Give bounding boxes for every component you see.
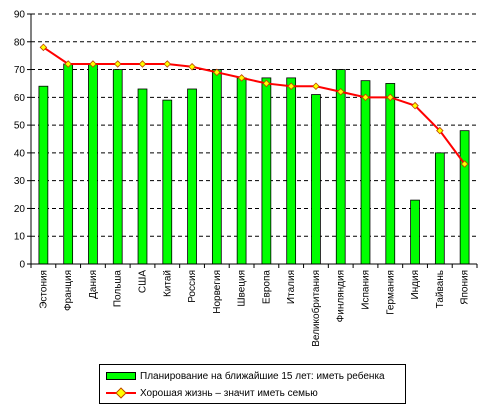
line-point (89, 60, 97, 68)
x-tick-label: Польша (113, 270, 124, 308)
legend-line-label: Хорошая жизнь – значит иметь семью (140, 387, 318, 399)
line-point (262, 79, 271, 88)
line-point (386, 93, 395, 102)
x-tick-label: Индия (410, 270, 421, 300)
bar (311, 94, 321, 265)
y-axis-ticks: 0 10 20 30 40 50 60 70 80 90 (14, 10, 31, 271)
x-tick-label: Германия (385, 270, 396, 315)
x-tick-label: Тайвань (435, 270, 446, 308)
line-point (237, 74, 246, 82)
bar (286, 77, 297, 265)
line-point (361, 93, 370, 102)
bar (112, 69, 123, 265)
x-tick-label: Европа (261, 270, 272, 305)
x-tick-label: Япония (460, 270, 471, 305)
y-tick-label: 30 (14, 176, 26, 187)
gridlines (31, 13, 477, 237)
line-point (188, 63, 196, 71)
bar (335, 69, 346, 265)
line-point (39, 43, 48, 52)
legend-item-bar: Планирование на ближайшие 15 лет: иметь … (106, 369, 385, 383)
legend: Планирование на ближайшие 15 лет: иметь … (99, 364, 406, 404)
line-point (287, 82, 295, 90)
bar-series (38, 63, 470, 265)
bar (410, 199, 420, 265)
bar (88, 63, 98, 265)
y-tick-label: 0 (19, 260, 25, 271)
y-tick-label: 80 (14, 37, 26, 48)
x-tick-label: Финляндия (336, 270, 347, 322)
bar (385, 83, 396, 265)
legend-item-line: Хорошая жизнь – значит иметь семью (106, 386, 318, 400)
bar (434, 152, 445, 265)
x-tick-label: Норвегия (212, 270, 223, 314)
legend-line-swatch (106, 389, 136, 397)
line-point (460, 160, 469, 168)
bar (63, 63, 74, 265)
x-tick-label: Франция (63, 270, 74, 311)
bar (236, 77, 247, 265)
x-tick-label: Россия (187, 270, 198, 303)
bar (261, 77, 272, 265)
bar (360, 80, 371, 265)
line-point (163, 60, 172, 68)
x-tick-label: Эстония (38, 270, 49, 309)
line-point (336, 88, 345, 96)
bar (187, 88, 197, 265)
bar (459, 130, 470, 265)
x-tick-label: Великобритания (310, 270, 322, 347)
x-tick-label: США (138, 270, 149, 293)
y-tick-label: 10 (14, 232, 26, 243)
chart: 0 10 20 30 40 50 60 70 80 90 Эстония Франция Дания П… (14, 10, 478, 347)
bar (211, 69, 222, 265)
bar (137, 88, 148, 265)
line-point (138, 60, 147, 68)
line-series (39, 43, 469, 168)
bar (38, 85, 49, 265)
line-point (64, 60, 72, 68)
y-tick-label: 60 (14, 93, 26, 104)
x-tick-label: Дания (88, 270, 99, 299)
bar (162, 99, 173, 265)
line-point (312, 82, 320, 90)
y-tick-label: 40 (14, 148, 26, 159)
line-point (113, 60, 122, 68)
x-tick-label: Испания (361, 270, 372, 310)
x-tick-label: Китай (162, 270, 173, 297)
series-line (42, 46, 466, 165)
legend-bar-swatch (106, 372, 136, 380)
legend-bar-label: Планирование на ближайшие 15 лет: иметь … (140, 370, 385, 382)
x-tick-label: Италия (286, 270, 297, 304)
line-point (436, 126, 444, 135)
line-point (213, 68, 221, 77)
x-tick-label: Швеция (237, 270, 248, 307)
y-tick-label: 50 (14, 121, 26, 132)
line-point (411, 101, 419, 110)
y-tick-label: 70 (14, 65, 26, 76)
x-axis-labels: Эстония Франция Дания Польша США Китай Россия Н… (30, 264, 478, 347)
y-tick-label: 20 (14, 204, 26, 215)
y-tick-label: 90 (14, 10, 26, 21)
